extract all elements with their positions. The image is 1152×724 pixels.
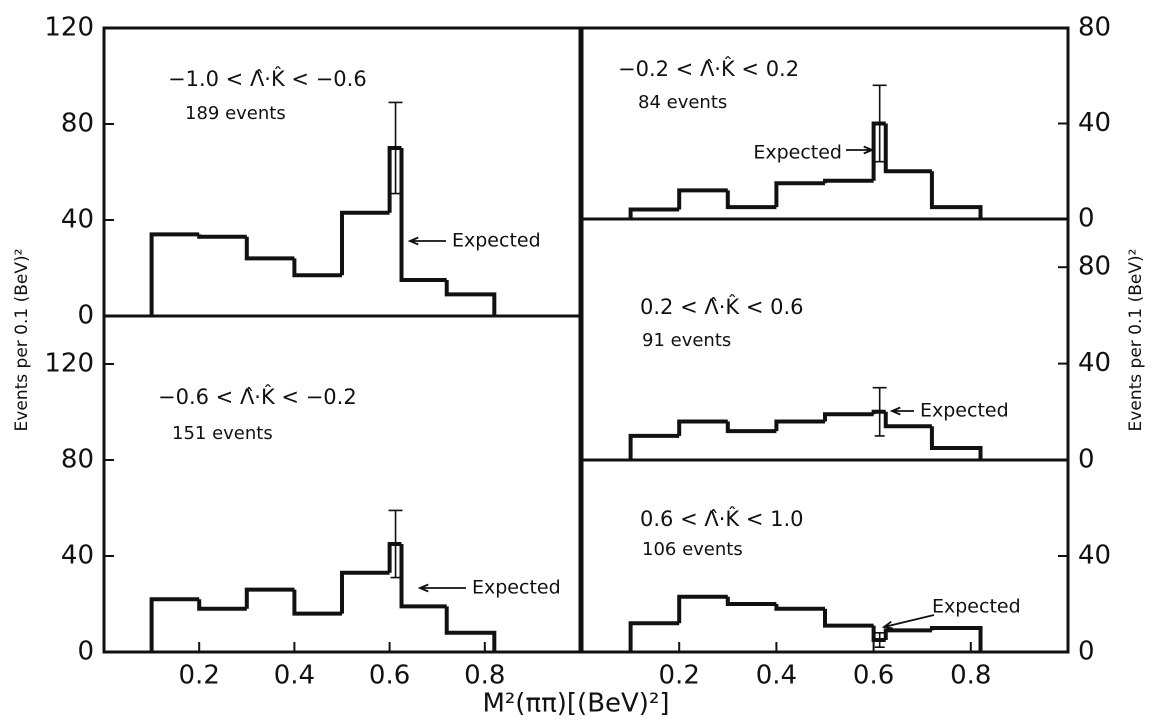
x-tick-label: 0.6 — [853, 661, 894, 691]
histogram-bin — [387, 542, 402, 573]
histogram-bin — [244, 587, 295, 609]
histogram-bin — [197, 234, 247, 239]
histogram-bin — [871, 625, 886, 642]
y-tick-label: 0 — [77, 637, 94, 667]
panel-title: −1.0 < Λ̂·K̂ < −0.6 — [168, 66, 367, 91]
annotation-arrow — [881, 614, 935, 630]
x-tick-label: 0.2 — [179, 661, 220, 691]
y-tick-label: 0 — [77, 301, 94, 331]
annotation: Expected — [753, 142, 842, 164]
annotation-arrow — [407, 236, 446, 246]
annotation: Expected — [932, 596, 1021, 618]
histogram-bin — [883, 411, 932, 429]
histogram-bin — [725, 596, 777, 606]
panel-subtitle: 91 events — [642, 330, 731, 351]
y-tick-label: 0 — [1078, 637, 1095, 667]
histogram-bin — [823, 412, 874, 422]
histogram-bin — [929, 171, 983, 219]
panel-title: −0.6 < Λ̂·K̂ < −0.2 — [158, 384, 357, 409]
histogram-bin — [244, 236, 295, 261]
histogram-bin — [340, 210, 390, 276]
histogram-bin — [149, 232, 200, 316]
y-tick-label: 0 — [1078, 204, 1095, 234]
panel-subtitle: 189 events — [185, 103, 286, 124]
panel-title: 0.6 < Λ̂·K̂ < 1.0 — [640, 506, 804, 531]
x-tick-label: 0.8 — [950, 661, 991, 691]
x-tick-label: 0.8 — [464, 661, 505, 691]
panel-subtitle: 106 events — [642, 539, 743, 560]
x-tick-label: 0.4 — [756, 661, 797, 691]
annotation: Expected — [472, 577, 561, 599]
panel-subtitle: 84 events — [638, 92, 727, 113]
histogram-bin — [725, 190, 777, 210]
x-axis-label: M²(ππ)[(BeV)²] — [482, 689, 669, 719]
histogram-bin — [387, 146, 402, 213]
histogram-bin — [823, 608, 874, 628]
histogram-bin — [871, 121, 886, 181]
histogram-bin — [399, 148, 447, 282]
histogram-bin — [292, 258, 342, 278]
histogram-bin — [774, 181, 825, 208]
histogram-bin — [929, 426, 983, 460]
annotation: Expected — [452, 230, 541, 252]
y-tick-label: 40 — [61, 541, 94, 571]
annotation: Expected — [920, 400, 1009, 422]
panel-frame — [102, 314, 582, 654]
histogram-bin — [677, 594, 728, 624]
x-tick-label: 0.6 — [369, 661, 410, 691]
y-tick-label: 40 — [1078, 541, 1111, 571]
histogram-bin — [628, 433, 680, 460]
histogram-bin — [677, 188, 728, 210]
histogram-bin — [340, 570, 390, 614]
annotation-arrow — [417, 583, 466, 593]
y-tick-label: 40 — [1078, 348, 1111, 378]
panel-title: 0.2 < Λ̂·K̂ < 0.6 — [640, 294, 804, 319]
y-tick-label: 80 — [61, 445, 94, 475]
y-tick-label: 40 — [1078, 108, 1111, 138]
y-tick-label: 120 — [44, 349, 94, 379]
histogram-bin — [823, 178, 874, 184]
histogram-bin — [774, 604, 825, 611]
histogram-bin — [197, 599, 247, 611]
y-axis-label-right: Events per 0.1 (BeV)² — [1126, 249, 1146, 432]
y-tick-label: 120 — [44, 13, 94, 43]
histogram-bin — [444, 280, 497, 316]
x-tick-label: 0.2 — [659, 661, 700, 691]
histogram-bin — [774, 419, 825, 432]
error-bar — [872, 386, 887, 437]
error-bar — [872, 84, 887, 163]
histogram-bin — [292, 589, 342, 616]
y-tick-label: 80 — [1078, 13, 1111, 43]
histogram-bin — [929, 626, 983, 652]
panel-title: −0.2 < Λ̂·K̂ < 0.2 — [618, 56, 799, 81]
y-tick-label: 80 — [1078, 252, 1111, 282]
y-tick-label: 80 — [61, 109, 94, 139]
y-tick-label: 0 — [1078, 445, 1095, 475]
histogram-bin — [444, 606, 497, 652]
y-axis-label-left: Events per 0.1 (BeV)² — [12, 249, 32, 432]
annotation-arrow — [889, 406, 914, 416]
histogram-bin — [725, 421, 777, 434]
histogram-bin — [628, 621, 680, 652]
histogram-bin — [871, 409, 886, 415]
error-bar — [388, 101, 403, 195]
histogram-bin — [883, 628, 932, 640]
panel-subtitle: 151 events — [172, 423, 273, 444]
error-bar — [388, 509, 403, 579]
histogram-bin — [628, 207, 680, 219]
histogram-bin — [149, 597, 200, 652]
histogram-bin — [883, 123, 932, 174]
y-tick-label: 40 — [61, 205, 94, 235]
x-tick-label: 0.4 — [274, 661, 315, 691]
histogram-bin — [399, 544, 447, 609]
histogram-bin — [677, 419, 728, 436]
